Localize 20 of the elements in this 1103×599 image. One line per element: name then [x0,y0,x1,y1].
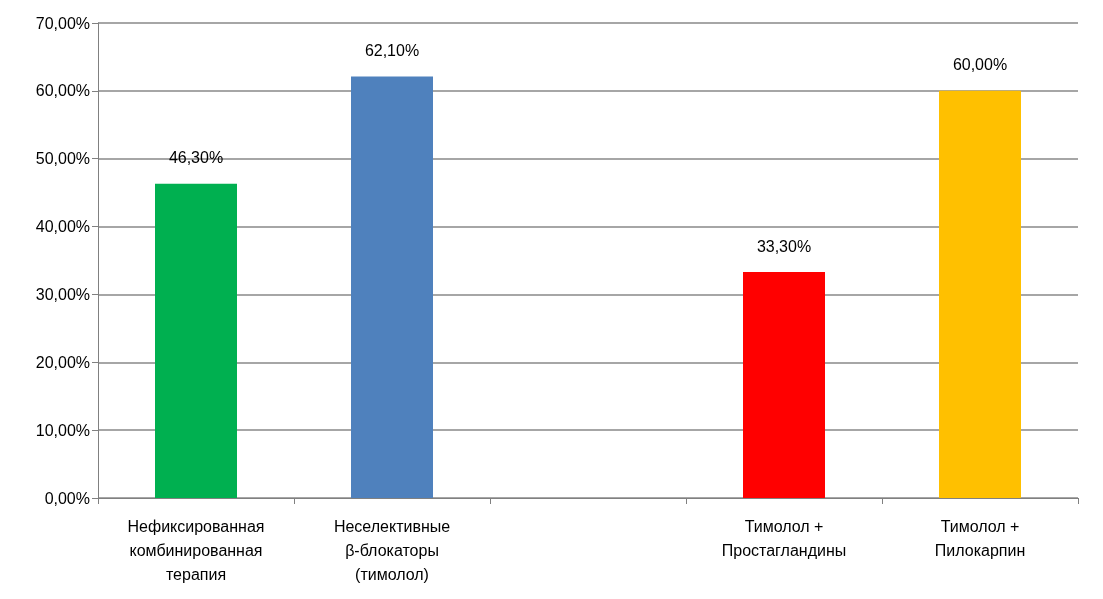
x-tick-label: Нефиксированная комбинированная терапия [127,517,265,583]
bar [351,76,433,498]
bar [155,183,237,498]
x-tick-label: Неселективные β-блокаторы (тимолол) [333,517,451,583]
data-label: 46,30% [168,149,224,167]
y-tick-label: 30,00% [35,285,90,303]
bar [743,272,825,498]
y-tick-label: 10,00% [35,421,90,439]
y-tick-label: 20,00% [35,353,90,371]
data-label: 33,30% [756,237,812,255]
y-tick-label: 40,00% [35,218,90,236]
bar [939,90,1021,498]
x-tick-label: Тимолол + Пилокарпин [934,517,1026,559]
y-tick-label: 50,00% [35,150,90,168]
y-tick-label: 0,00% [44,489,90,507]
data-label: 62,10% [364,42,420,60]
data-label: 60,00% [952,56,1008,74]
y-tick-label: 60,00% [35,82,90,100]
y-tick-label: 70,00% [35,14,90,32]
x-tick-label: Тимолол + Простагландины [721,517,847,559]
